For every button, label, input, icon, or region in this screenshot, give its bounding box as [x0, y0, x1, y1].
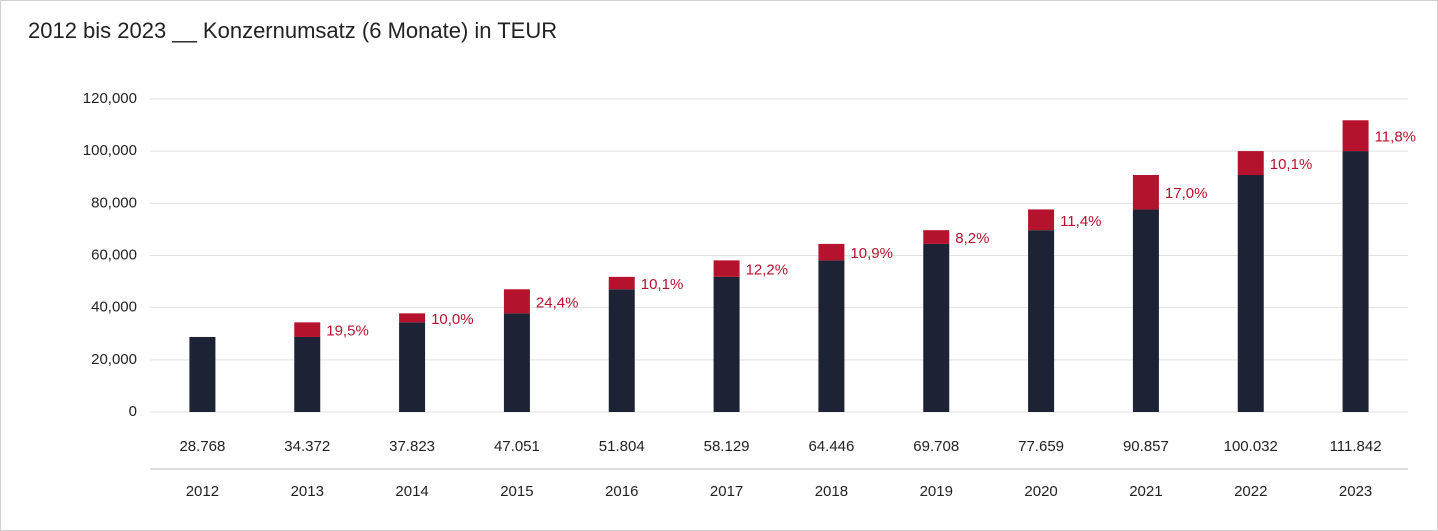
total-label: 28.768: [179, 438, 225, 455]
bar-segment: [923, 230, 950, 244]
x-tick-label: 2019: [920, 483, 953, 500]
y-tick-label: 0: [129, 403, 137, 420]
x-tick-label: 2022: [1234, 483, 1267, 500]
bar-segment: [608, 289, 635, 412]
total-label: 100.032: [1224, 438, 1278, 455]
growth-label: 11,4%: [1060, 213, 1101, 230]
x-tick-label: 2021: [1129, 483, 1162, 500]
bar-segment: [818, 260, 845, 412]
y-tick-label: 100,000: [83, 142, 137, 159]
bar-segment: [399, 322, 426, 412]
y-tick-label: 20,000: [91, 351, 137, 368]
bar-segment: [713, 260, 740, 277]
total-label: 69.708: [913, 438, 959, 455]
x-tick-label: 2013: [291, 483, 324, 500]
total-label: 64.446: [808, 438, 854, 455]
x-tick-label: 2017: [710, 483, 743, 500]
bar-segment: [608, 276, 635, 290]
x-tick-label: 2018: [815, 483, 848, 500]
growth-label: 10,1%: [1270, 156, 1313, 173]
x-tick-label: 2023: [1339, 483, 1372, 500]
bar-segment: [923, 243, 950, 412]
bar-segment: [294, 336, 321, 412]
growth-label: 10,0%: [431, 311, 474, 328]
growth-label: 17,0%: [1165, 185, 1208, 202]
total-label: 58.129: [704, 438, 750, 455]
x-tick-label: 2020: [1024, 483, 1057, 500]
x-tick-label: 2015: [500, 483, 533, 500]
chart-title: 2012 bis 2023 __ Konzernumsatz (6 Monate…: [28, 18, 557, 43]
y-tick-label: 60,000: [91, 246, 137, 263]
x-tick-label: 2016: [605, 483, 638, 500]
total-label: 90.857: [1123, 438, 1169, 455]
total-label: 34.372: [284, 438, 330, 455]
growth-label: 24,4%: [536, 294, 579, 311]
bar-segment: [503, 313, 530, 412]
bar-segment: [818, 243, 845, 261]
bar-segment: [1237, 151, 1264, 176]
bar-segment: [1132, 209, 1159, 412]
x-tick-label: 2014: [395, 483, 428, 500]
total-label: 77.659: [1018, 438, 1064, 455]
bar-segment: [1342, 151, 1369, 413]
growth-label: 12,2%: [746, 262, 789, 279]
x-tick-label: 2012: [186, 483, 219, 500]
bar-segment: [503, 289, 530, 314]
y-tick-label: 80,000: [91, 194, 137, 211]
bar-segment: [1028, 230, 1055, 412]
growth-label: 11,8%: [1375, 129, 1416, 146]
bar-segment: [294, 322, 321, 337]
bar-segment: [1028, 209, 1055, 231]
bar-segment: [1237, 175, 1264, 412]
bar-segment: [1342, 120, 1369, 152]
total-label: 111.842: [1330, 438, 1382, 455]
bar-segment: [1132, 175, 1159, 210]
growth-label: 19,5%: [326, 323, 369, 340]
total-label: 51.804: [599, 438, 645, 455]
bar-segment: [399, 313, 426, 323]
growth-label: 10,1%: [641, 276, 684, 293]
growth-label: 10,9%: [850, 245, 893, 262]
total-label: 37.823: [389, 438, 435, 455]
bar-segment: [713, 276, 740, 412]
growth-label: 8,2%: [955, 230, 989, 247]
total-label: 47.051: [494, 438, 540, 455]
bar-segment: [189, 336, 216, 412]
y-tick-label: 40,000: [91, 299, 137, 316]
y-tick-label: 120,000: [83, 90, 137, 107]
